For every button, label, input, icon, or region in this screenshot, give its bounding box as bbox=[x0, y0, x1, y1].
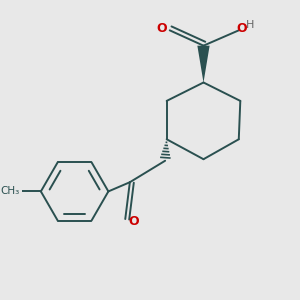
Text: H: H bbox=[246, 20, 255, 30]
Text: CH₃: CH₃ bbox=[0, 186, 20, 197]
Text: O: O bbox=[157, 22, 167, 35]
Text: O: O bbox=[236, 22, 247, 35]
Polygon shape bbox=[197, 46, 210, 82]
Text: O: O bbox=[128, 215, 139, 228]
